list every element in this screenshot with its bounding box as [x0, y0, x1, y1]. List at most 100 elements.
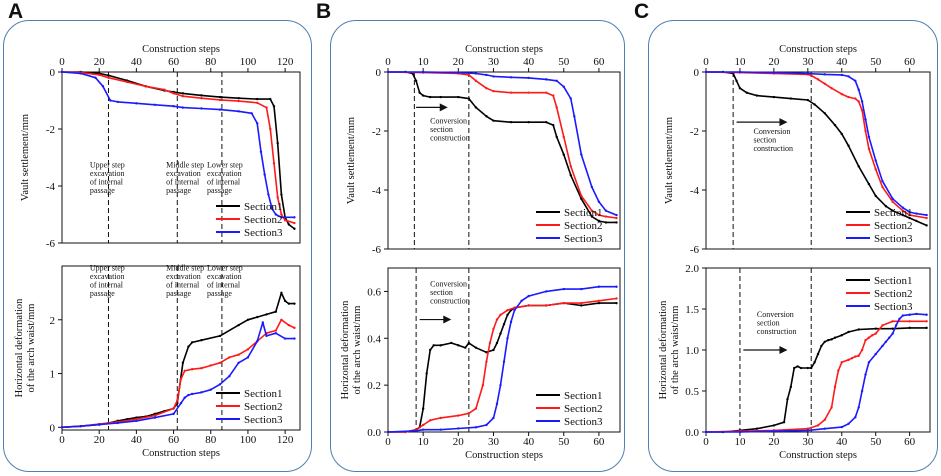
chart-b-bottom-point-section3 [520, 299, 523, 302]
chart-c-bottom-point-section3 [874, 352, 877, 356]
chart-a-bottom-annotation-line: Middle step [166, 263, 204, 272]
chart-a-top-point-section3 [218, 108, 222, 111]
chart-a-bottom-point-section2 [190, 368, 194, 371]
chart-c-bottom-point-section3 [704, 430, 708, 434]
chart-a-top-point-section2 [181, 95, 185, 98]
chart-a-bottom-point-section3 [172, 412, 175, 416]
chart-a-bottom-point-section1 [293, 302, 296, 305]
chart-a-bottom-point-section1 [274, 310, 278, 313]
chart-c-bottom-point-section1 [786, 398, 789, 401]
chart-a-top-point-section2 [280, 213, 283, 216]
chart-a-top-annotation-line: passage [166, 186, 191, 195]
chart-c-bottom-point-section1 [772, 424, 776, 427]
chart-a-top-point-section2 [97, 73, 101, 77]
chart-b-bottom-point-section1 [428, 348, 432, 352]
chart-c-bottom-point-section1 [908, 326, 911, 330]
chart-c-bottom-point-section2 [854, 355, 857, 358]
chart-a-top-annotation-line: of internal [90, 177, 124, 186]
chart-b-top-point-section3 [509, 76, 513, 79]
chart-c-bottom-point-section3 [925, 313, 928, 316]
chart-b-bottom-point-section1 [467, 341, 471, 345]
chart-c-bottom-point-section3 [901, 314, 905, 317]
chart-a-top-point-section2 [293, 221, 296, 225]
chart-a-top-point-section1 [293, 227, 296, 230]
chart-c-bottom-point-section1 [833, 336, 837, 339]
chart-a-top-point-section3 [274, 213, 278, 216]
panel-label-b: B [316, 0, 332, 23]
chart-c-bottom-point-section3 [881, 344, 884, 348]
chart-b-top-point-section1 [421, 94, 425, 97]
chart-a-bottom-ytick-label: 0 [50, 422, 56, 434]
chart-a-bottom-point-section3 [187, 393, 190, 397]
chart-c-top-point-section1 [915, 219, 918, 223]
chart-a-top-point-section2 [107, 76, 110, 79]
chart-a-top-point-section3 [116, 100, 119, 104]
chart-c-top-point-section3 [881, 179, 884, 183]
chart-c-top-point-section1 [755, 94, 759, 97]
chart-c-bottom-point-section1 [793, 366, 796, 370]
chart-b-top-point-section2 [467, 73, 471, 77]
chart-c-bottom-point-section1 [840, 334, 843, 337]
chart-a-top-point-section2 [200, 97, 203, 100]
chart-a-bottom-point-section1 [237, 323, 240, 327]
chart-b-bottom-point-section3 [492, 416, 495, 420]
chart-a-top-annotation-line: Upper step [90, 160, 125, 169]
chart-b-top-ytick-label: 0 [376, 67, 382, 79]
chart-b-bottom-point-section1 [464, 346, 467, 349]
chart-a-bottom-xtick-label: 100 [240, 434, 257, 446]
chart-b-top-point-section2 [580, 194, 583, 198]
chart-c-top-point-section1 [901, 213, 905, 217]
chart-c-top-point-section1 [833, 123, 837, 127]
chart-b-bottom-point-section2 [544, 304, 548, 307]
chart-a-bottom-point-section2 [183, 369, 186, 373]
chart-c-top-point-section2 [881, 185, 884, 189]
chart-b-bottom-point-section2 [481, 383, 485, 387]
panel-label-a: A [8, 0, 24, 23]
chart-b-bottom-point-section3 [509, 320, 513, 324]
chart-a-bottom-annotation-line: of internal [90, 280, 124, 289]
chart-a-top-point-section3 [153, 103, 157, 106]
chart-b-top-xtick-label: 50 [558, 56, 570, 68]
chart-b-bottom-point-section2 [506, 308, 509, 312]
chart-a-bottom-ylabel: Horizontal deformation [14, 298, 25, 398]
chart-a-top-annotation-line: passage [90, 186, 115, 195]
chart-b-top-xtick-label: 60 [593, 56, 605, 68]
chart-c-bottom-point-section1 [820, 344, 823, 348]
chart-a-bottom-point-section1 [283, 299, 287, 303]
chart-b-bottom-point-section2 [527, 304, 530, 307]
chart-c-top-point-section2 [830, 87, 833, 90]
chart-c-bottom-point-section2 [871, 334, 874, 337]
chart-a-top-annotation-line: of internal [207, 177, 241, 186]
chart-b-bottom-ylabel: of the arch waist/mm [352, 306, 363, 395]
chart-c-bottom-point-section1 [857, 328, 860, 331]
chart-b-top-point-section3 [485, 73, 488, 77]
chart-a-top-annotation-line: of internal [166, 177, 200, 186]
chart-a-top-point-section1 [287, 223, 291, 226]
chart-a-top-xtick-label: 120 [277, 56, 294, 68]
chart-c-top-point-section2 [823, 82, 826, 86]
chart-c-top-point-section1 [735, 79, 738, 83]
chart-a-bottom-point-section2 [176, 399, 179, 402]
chart-a-bottom-point-section1 [265, 313, 268, 316]
chart-a-top-point-section3 [94, 76, 97, 79]
chart-a-bottom-ytick-label: 2 [50, 315, 56, 327]
chart-c-top-point-section1 [847, 144, 850, 147]
chart-a-top-series-section3 [61, 71, 295, 219]
chart-b-bottom-point-section2 [580, 301, 583, 305]
chart-a-bottom-point-section3 [218, 383, 222, 386]
chart-a-bottom-annotation-line: Lower step [207, 263, 243, 272]
chart-c-bottom-point-section1 [847, 330, 850, 334]
chart-c-bottom-point-section1 [891, 327, 894, 330]
chart-a-bottom-point-section3 [265, 334, 268, 338]
chart-b-bottom-point-section3 [474, 426, 478, 429]
chart-b-bottom-xtick-label: 0 [385, 436, 391, 448]
chart-a-top-point-section3 [181, 106, 185, 109]
chart-b-bottom-point-section1 [597, 301, 601, 305]
chart-c-bottom-point-section1 [874, 327, 877, 330]
chart-c-bottom-point-section3 [854, 416, 857, 419]
chart-a-bottom-point-section2 [246, 348, 250, 351]
chart-b-top-point-section2 [597, 213, 601, 217]
chart-c-top-point-section3 [806, 72, 810, 75]
chart-c-top-point-section2 [891, 200, 894, 203]
